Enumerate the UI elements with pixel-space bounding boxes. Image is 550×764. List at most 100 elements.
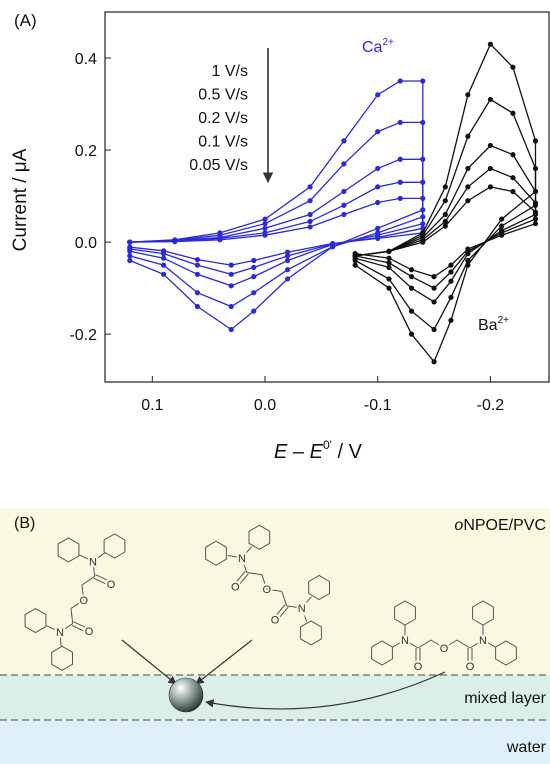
data-point — [375, 129, 381, 135]
bond — [81, 584, 85, 601]
data-point — [442, 223, 448, 229]
atom-label: O — [107, 579, 116, 591]
data-point — [341, 161, 347, 167]
phase-label-part: NPOE/PVC — [463, 517, 546, 534]
data-point — [341, 138, 347, 144]
cyclohexyl-ring — [394, 600, 416, 626]
phase-label: mixed layer — [464, 690, 546, 707]
data-point — [397, 195, 403, 201]
data-point — [386, 285, 392, 291]
atom-label: O — [262, 584, 271, 596]
scan-rate-label: 0.5 V/s — [198, 87, 248, 104]
plot-frame — [104, 11, 550, 383]
atom-label: O — [79, 595, 88, 607]
bond — [73, 621, 89, 630]
bond — [301, 596, 312, 609]
data-point — [510, 110, 516, 116]
data-point — [487, 165, 494, 172]
x-label-part: E — [310, 441, 324, 463]
data-point — [420, 119, 426, 126]
data-point — [352, 262, 358, 268]
data-point — [194, 262, 201, 268]
data-point — [408, 331, 415, 337]
x-label-part: / V — [332, 441, 363, 463]
data-point — [431, 326, 437, 333]
atom-label: N — [401, 635, 409, 647]
data-point — [448, 294, 454, 300]
data-point — [375, 92, 381, 98]
data-point — [194, 303, 201, 310]
data-point — [408, 308, 415, 314]
data-point — [532, 209, 539, 215]
bond — [430, 639, 445, 649]
data-point — [386, 264, 392, 271]
data-point — [307, 218, 313, 224]
data-point — [194, 290, 201, 296]
y-tick-label: -0.2 — [69, 327, 97, 344]
water-phase — [0, 720, 550, 764]
data-point — [307, 198, 313, 204]
data-point — [386, 260, 392, 266]
data-point — [408, 274, 415, 280]
data-point — [386, 248, 392, 254]
cyclohexyl-ring — [495, 640, 517, 666]
bond — [281, 591, 288, 607]
data-point — [375, 235, 381, 242]
data-point — [251, 257, 257, 264]
data-point — [386, 255, 392, 261]
scan-rate-label: 0.1 V/s — [198, 134, 248, 151]
phase-label: water — [506, 739, 547, 756]
bond — [59, 623, 74, 633]
bond — [237, 573, 249, 587]
data-point — [420, 239, 426, 245]
data-point — [465, 184, 471, 190]
bond — [95, 574, 111, 582]
bond — [241, 557, 248, 573]
data-point — [442, 184, 448, 190]
ion-name: Ca — [362, 39, 383, 56]
bond — [246, 571, 262, 576]
data-point — [228, 326, 234, 333]
cyclohexyl-ring — [57, 537, 80, 563]
data-point — [341, 188, 347, 195]
bond — [92, 552, 105, 562]
data-point — [307, 211, 313, 218]
data-point — [262, 225, 268, 231]
data-point — [375, 165, 381, 172]
data-point — [465, 92, 471, 98]
x-tick-label: -0.1 — [364, 397, 392, 414]
bond — [392, 639, 406, 648]
atom-label: O — [85, 626, 94, 638]
data-point — [499, 223, 505, 229]
data-point — [127, 239, 133, 245]
data-point — [160, 255, 167, 261]
data-point — [420, 156, 426, 162]
x-tick-label: 0.0 — [254, 397, 276, 414]
arrow — [195, 639, 253, 685]
cyclohexyl-ring — [51, 645, 73, 671]
data-point — [262, 232, 268, 238]
data-point — [262, 216, 268, 222]
data-point — [510, 64, 516, 70]
bond — [301, 607, 308, 622]
cyclohexyl-ring — [300, 620, 322, 646]
x-axis-label: E – E0' / V — [274, 438, 363, 463]
data-point — [341, 202, 347, 208]
data-point — [408, 267, 415, 273]
data-point — [251, 274, 257, 280]
data-point — [251, 264, 257, 271]
data-point — [127, 244, 133, 250]
data-point — [431, 274, 437, 280]
ion-charge: 2+ — [498, 315, 510, 326]
data-point — [442, 198, 448, 204]
data-point — [448, 278, 454, 284]
data-point — [465, 133, 471, 139]
atom-label: N — [89, 556, 97, 568]
scan-rate-label: 0.05 V/s — [189, 157, 248, 174]
bond — [79, 554, 94, 562]
data-point — [420, 78, 426, 84]
fit-line — [129, 197, 424, 266]
ion-charge: 2+ — [382, 37, 394, 48]
x-tick-label: -0.2 — [477, 397, 505, 414]
